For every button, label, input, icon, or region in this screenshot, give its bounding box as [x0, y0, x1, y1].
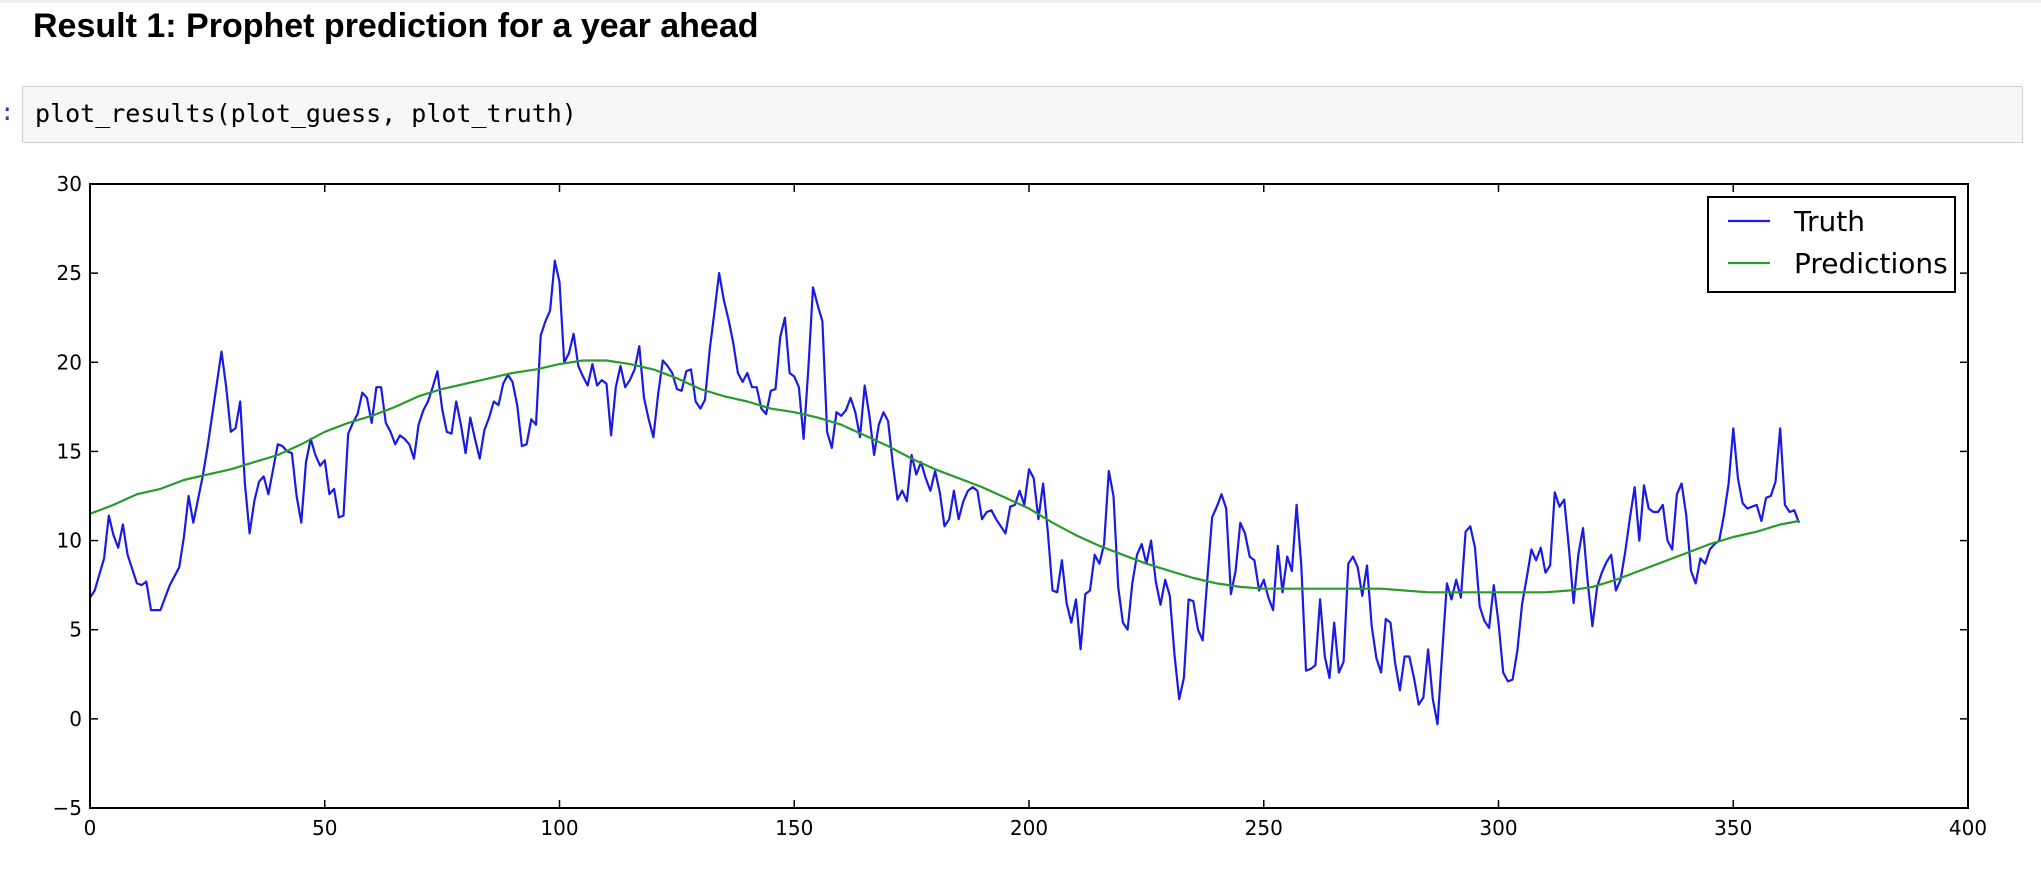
x-tick-label: 0	[84, 816, 97, 840]
y-tick-label: −5	[53, 796, 82, 820]
legend-label-predictions: Predictions	[1794, 247, 1948, 280]
plot-frame	[89, 183, 1969, 809]
y-tick-label: 0	[69, 707, 82, 731]
series-line-predictions	[89, 359, 1800, 594]
top-divider	[0, 0, 2041, 3]
y-tick-label: 10	[57, 529, 82, 553]
y-tick-label: 5	[69, 618, 82, 642]
x-tick-label: 50	[312, 816, 337, 840]
line-chart: 0 50 100 150 200 250 300 350 400−5051015202530Tr…	[53, 172, 1988, 840]
code-cell[interactable]: plot_results(plot_guess, plot_truth)	[22, 86, 2023, 143]
x-tick-label: 350	[1714, 816, 1752, 840]
x-tick-label: 100	[540, 816, 578, 840]
x-tick-label: 250	[1245, 816, 1283, 840]
series-line-truth	[89, 259, 1801, 726]
y-tick-label: 20	[57, 350, 82, 374]
x-tick-label: 400	[1949, 816, 1987, 840]
code-text[interactable]: plot_results(plot_guess, plot_truth)	[35, 99, 577, 128]
y-tick-label: 15	[57, 439, 82, 463]
section-heading: Result 1: Prophet prediction for a year …	[33, 7, 759, 45]
legend-label-truth: Truth	[1793, 205, 1865, 238]
y-tick-label: 25	[57, 261, 82, 285]
cell-prompt: :	[0, 98, 15, 126]
x-tick-label: 150	[775, 816, 813, 840]
x-tick-label: 200	[1010, 816, 1048, 840]
legend-box	[1707, 196, 1956, 293]
y-tick-label: 30	[57, 172, 82, 196]
x-tick-label: 300	[1479, 816, 1517, 840]
